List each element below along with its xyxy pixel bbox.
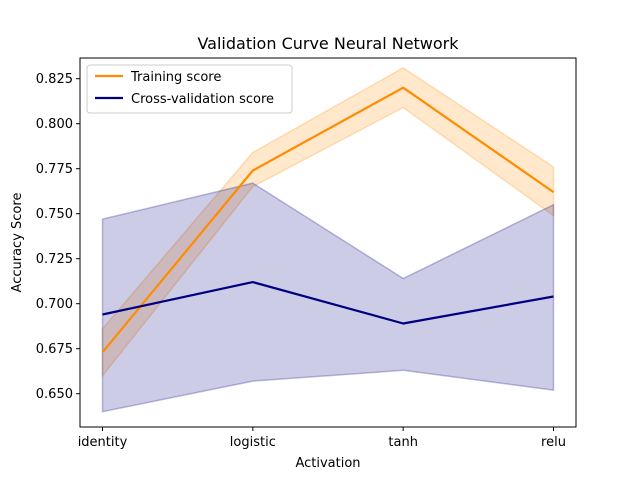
line-series-1 <box>102 281 554 325</box>
y-tick-label: 0.800 <box>36 117 73 132</box>
y-tick-label: 0.825 <box>36 72 73 87</box>
x-tick-label: relu <box>541 435 566 450</box>
y-tick-label: 0.650 <box>36 387 73 402</box>
x-tick-label: logistic <box>230 435 276 450</box>
x-axis-label: Activation <box>295 456 360 471</box>
plot-area-frame <box>79 57 577 428</box>
y-tick-label: 0.700 <box>36 297 73 312</box>
chart-title: Validation Curve Neural Network <box>197 34 459 53</box>
x-tick-label: identity <box>78 435 128 450</box>
line-series-0 <box>101 86 555 354</box>
y-tick-label: 0.750 <box>36 207 73 222</box>
legend-box <box>86 64 293 114</box>
band-series-1 <box>101 182 555 413</box>
y-axis-label: Accuracy Score <box>10 193 25 293</box>
y-tick-label: 0.775 <box>36 162 73 177</box>
legend-label-cv: Cross-validation score <box>131 92 274 107</box>
legend-label-training: Training score <box>130 70 221 85</box>
y-tick-label: 0.675 <box>36 342 73 357</box>
y-tick-label: 0.725 <box>36 252 73 267</box>
legend: Training score Cross-validation score <box>86 64 293 114</box>
series-lines <box>101 86 555 354</box>
x-axis: identity logistic tanh relu <box>78 427 566 450</box>
x-tick-label: tanh <box>388 435 418 450</box>
y-axis: 0.650 0.675 0.700 0.725 0.750 0.775 0.800 0.825 <box>36 72 80 402</box>
